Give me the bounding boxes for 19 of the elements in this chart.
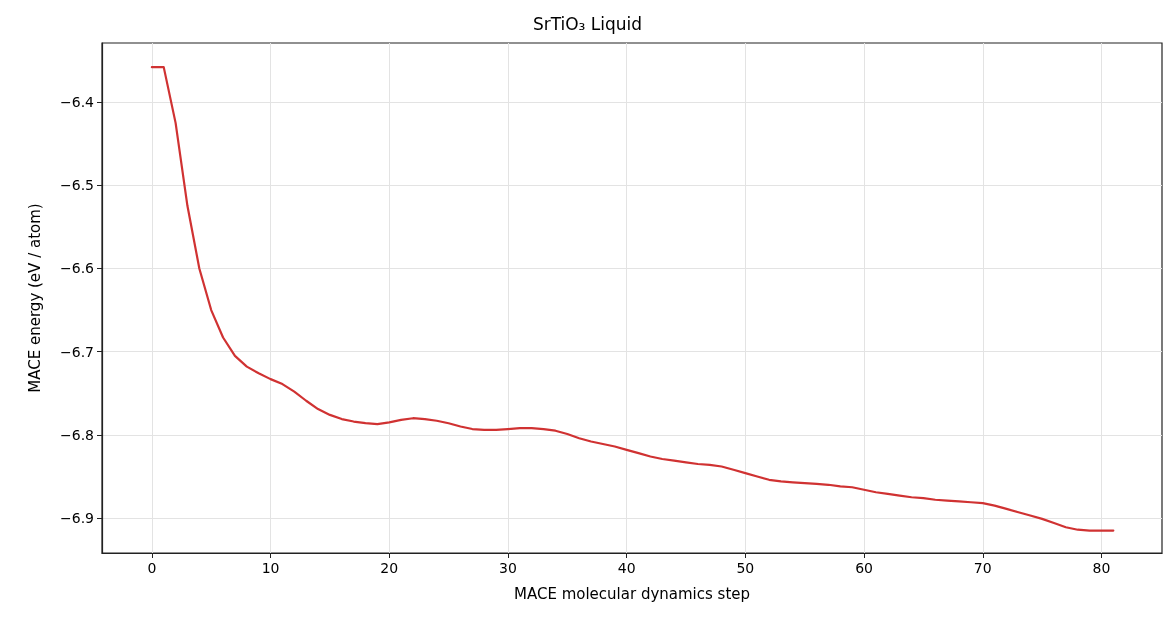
x-tick-label: 50 bbox=[736, 560, 755, 576]
y-tick-label: −6.6 bbox=[60, 260, 95, 277]
x-tick-label: 60 bbox=[855, 560, 873, 576]
x-tick-label: 30 bbox=[499, 560, 517, 576]
x-tick-label: 70 bbox=[973, 560, 992, 576]
y-tick-label: −6.8 bbox=[60, 426, 94, 443]
x-axis-title: MACE molecular dynamics step bbox=[513, 584, 751, 603]
y-tick-label: −6.9 bbox=[60, 510, 94, 527]
y-tick-label: −6.5 bbox=[60, 177, 94, 194]
x-tick-label: 20 bbox=[380, 560, 399, 576]
y-tick-label: −6.4 bbox=[60, 94, 95, 111]
y-axis-title: MACE energy (eV / atom) bbox=[25, 203, 44, 393]
x-tick-label: 0 bbox=[147, 560, 157, 576]
chart-title: SrTiO₃ Liquid bbox=[532, 13, 643, 34]
line-series bbox=[150, 66, 1115, 532]
y-tick-label: −6.7 bbox=[60, 343, 94, 360]
x-tick-label: 10 bbox=[261, 560, 280, 576]
x-tick-label: 80 bbox=[1092, 560, 1111, 576]
x-tick-label: 40 bbox=[617, 560, 636, 576]
